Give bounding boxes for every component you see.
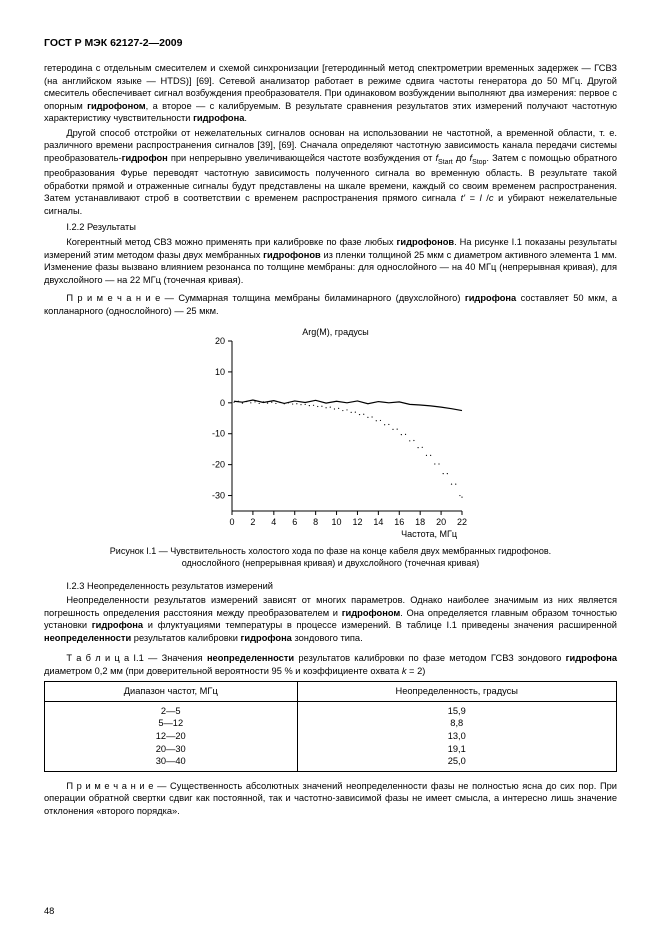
svg-text:18: 18 — [415, 517, 425, 527]
chart-container: -30 -20 -10 0 10 20 0 2 4 6 8 10 12 14 16 18 20 22 Arg(M),… — [44, 323, 617, 539]
svg-text:0: 0 — [229, 517, 234, 527]
svg-text:-10: -10 — [211, 429, 224, 439]
svg-text:16: 16 — [394, 517, 404, 527]
table-cell: 2—55—1212—2020—3030—40 — [45, 701, 298, 771]
table-header-cell: Диапазон частот, МГц — [45, 682, 298, 702]
table-caption: Т а б л и ц а I.1 — Значения неопределен… — [44, 652, 617, 677]
note2-prefix: П р и м е ч а н и е — [66, 781, 153, 791]
paragraph-2: Другой способ отстройки от нежелательных… — [44, 127, 617, 218]
paragraph-1: гетеродина с отдельным смесителем и схем… — [44, 62, 617, 125]
svg-text:2: 2 — [250, 517, 255, 527]
note1-prefix: П р и м е ч а н и е — [66, 293, 160, 303]
svg-text:22: 22 — [456, 517, 466, 527]
svg-text:-30: -30 — [211, 491, 224, 501]
section-uncertainty: I.2.3 Неопределенность результатов измер… — [44, 580, 617, 593]
note-2: П р и м е ч а н и е — Существенность абс… — [44, 780, 617, 818]
svg-text:6: 6 — [292, 517, 297, 527]
svg-text:Arg(M), градусы: Arg(M), градусы — [302, 327, 368, 337]
paragraph-3: Когерентный метод СВЗ можно применять пр… — [44, 236, 617, 286]
table-header-cell: Неопределенность, градусы — [297, 682, 617, 702]
svg-text:4: 4 — [271, 517, 276, 527]
section-results: I.2.2 Результаты — [44, 221, 617, 234]
page: ГОСТ Р МЭК 62127-2—2009 гетеродина с отд… — [0, 0, 661, 936]
phase-chart: -30 -20 -10 0 10 20 0 2 4 6 8 10 12 14 16 18 20 22 Arg(M),… — [192, 323, 470, 539]
svg-text:20: 20 — [436, 517, 446, 527]
figure-caption: Рисунок I.1 — Чувствительность холостого… — [44, 545, 617, 569]
svg-text:20: 20 — [214, 336, 224, 346]
note-1: П р и м е ч а н и е — Суммарная толщина … — [44, 292, 617, 317]
svg-text:12: 12 — [352, 517, 362, 527]
svg-text:14: 14 — [373, 517, 383, 527]
tbl-caption-a: Т а б л и ц а — [66, 653, 133, 663]
uncertainty-table: Диапазон частот, МГцНеопределенность, гр… — [44, 681, 617, 771]
page-number: 48 — [44, 905, 54, 918]
fig-caption-line1: Рисунок I.1 — Чувствительность холостого… — [110, 546, 551, 556]
doc-header: ГОСТ Р МЭК 62127-2—2009 — [44, 36, 617, 50]
svg-text:Частота, МГц: Частота, МГц — [401, 529, 457, 539]
table-cell: 15,98,813,019,125,0 — [297, 701, 617, 771]
svg-text:10: 10 — [214, 367, 224, 377]
fig-caption-line2: однослойного (непрерывная кривая) и двух… — [182, 558, 479, 568]
paragraph-4: Неопределенности результатов измерений з… — [44, 594, 617, 644]
svg-text:0: 0 — [219, 398, 224, 408]
svg-text:10: 10 — [331, 517, 341, 527]
svg-text:8: 8 — [313, 517, 318, 527]
svg-text:-20: -20 — [211, 460, 224, 470]
